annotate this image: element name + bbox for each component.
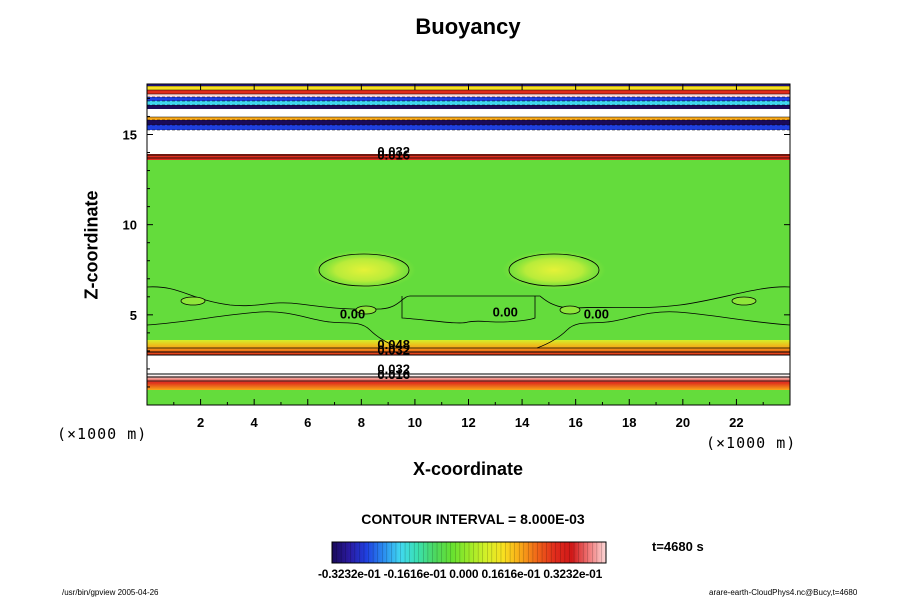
top-stripe: [147, 109, 790, 117]
y-tick-label: 5: [130, 308, 137, 323]
footer-right: arare-earth-CloudPhys4.nc@Bucy,t=4680: [709, 588, 858, 597]
contour-blob: [559, 305, 581, 315]
y-tick-label: 10: [123, 218, 137, 233]
contour-lower-left: [147, 311, 401, 349]
top-stripe: [147, 101, 790, 105]
colorbar: [331, 541, 607, 564]
contour-label: 0.016: [377, 367, 410, 382]
colorbar-frame: [331, 541, 607, 564]
x-tick-label: 18: [622, 415, 636, 430]
contour-label: 0.032: [377, 144, 410, 159]
contour-lobe-left: [318, 253, 410, 287]
contour-blob: [731, 296, 757, 306]
contour-label: 0.00: [493, 305, 518, 320]
x-tick-label: 12: [461, 415, 475, 430]
warm-lobe-right: [502, 250, 606, 290]
x-tick-label: 10: [408, 415, 422, 430]
contour-label: 0.048: [377, 337, 410, 352]
colorbar-tick-labels: -0.3232e-01 -0.1616e-01 0.000 0.1616e-01…: [318, 567, 603, 581]
upper-red-line: [147, 154, 790, 160]
contour-label: 0.00: [340, 306, 365, 321]
x-tick-label: 22: [729, 415, 743, 430]
top-stripe: [147, 94, 790, 97]
field-main: [147, 160, 790, 350]
top-stripe: [147, 97, 790, 101]
contour-blob: [180, 296, 206, 306]
x-tick-label: 14: [515, 415, 530, 430]
contour-blob: [355, 305, 377, 315]
contour-label: 0.032: [377, 361, 410, 376]
contour-lobe-right: [508, 253, 600, 287]
x-tick-label: 2: [197, 415, 204, 430]
y-unit-label: (×1000 m): [57, 425, 148, 443]
chart-title: Buoyancy: [415, 14, 521, 39]
plot-field: [147, 84, 790, 405]
top-stripe: [147, 120, 790, 125]
contour-center-box: [401, 296, 536, 324]
contour-label: 0.016: [377, 148, 410, 163]
colorbar-ticks: [336, 542, 602, 563]
x-tick-label: 20: [676, 415, 690, 430]
x-tick-label: 4: [251, 415, 259, 430]
contour-interval-text: CONTOUR INTERVAL = 8.000E-03: [361, 511, 585, 527]
y-tick-label: 15: [123, 127, 137, 142]
x-axis-label: X-coordinate: [412, 459, 523, 479]
contour-label: 0.032: [377, 343, 410, 358]
axes: 2 4 6 8 10 12 14 16 18 20 22 5 10 15: [123, 84, 790, 430]
lower-white-band: [147, 355, 790, 373]
contour-labels: 0.00 0.00 0.000.0320.0480.0160.0320.0320.0…: [340, 144, 609, 382]
x-tick-label: 6: [304, 415, 311, 430]
contour-lower-right: [536, 311, 790, 349]
warm-lobe-left: [312, 250, 416, 290]
contour-label: 0.00: [584, 306, 609, 321]
footer-left: /usr/bin/gpview 2005-04-26: [62, 588, 159, 597]
upper-white-band: [147, 130, 790, 158]
top-stripe: [147, 125, 790, 130]
top-stripe: [147, 105, 790, 109]
contour-mid: [147, 286, 790, 310]
time-label: t=4680 s: [652, 539, 704, 554]
x-tick-label: 8: [358, 415, 365, 430]
x-tick-label: 16: [568, 415, 582, 430]
top-stripe: [147, 90, 790, 94]
top-stripe: [147, 117, 790, 120]
x-unit-label: (×1000 m): [706, 434, 797, 452]
